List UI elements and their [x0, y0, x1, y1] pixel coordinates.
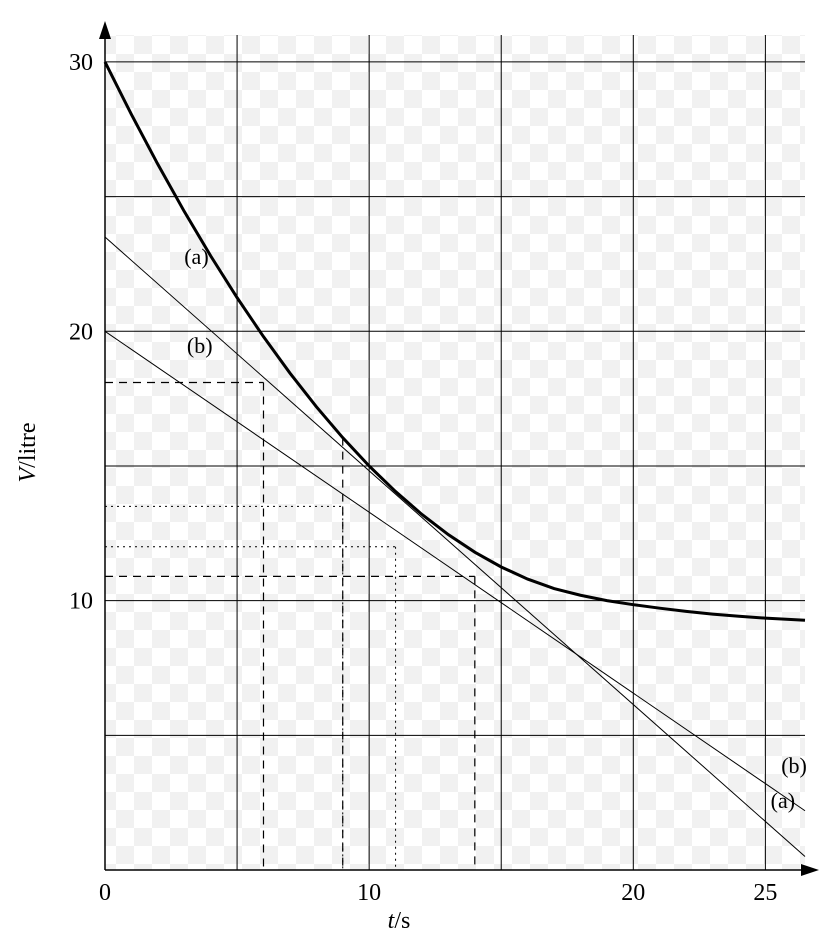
tangent-a-label-end: (a): [771, 788, 795, 813]
x-tick-label: 25: [753, 880, 777, 906]
y-axis-label: V/litre: [15, 423, 41, 483]
tangent-b-label-end: (b): [781, 753, 807, 778]
checker-bg: [105, 35, 805, 870]
x-tick-label: 20: [621, 880, 645, 906]
y-tick-label: 10: [69, 589, 93, 615]
tangent-b-label-start: (b): [187, 333, 213, 358]
x-axis-label: t/s: [388, 908, 411, 934]
x-tick-label: 10: [357, 880, 381, 906]
y-tick-label: 30: [69, 50, 93, 76]
x-tick-label: 0: [99, 880, 111, 906]
y-tick-label: 20: [69, 319, 93, 345]
chart-svg: (a)(a)(b)(b)0102025102030V/litret/s: [0, 0, 840, 950]
